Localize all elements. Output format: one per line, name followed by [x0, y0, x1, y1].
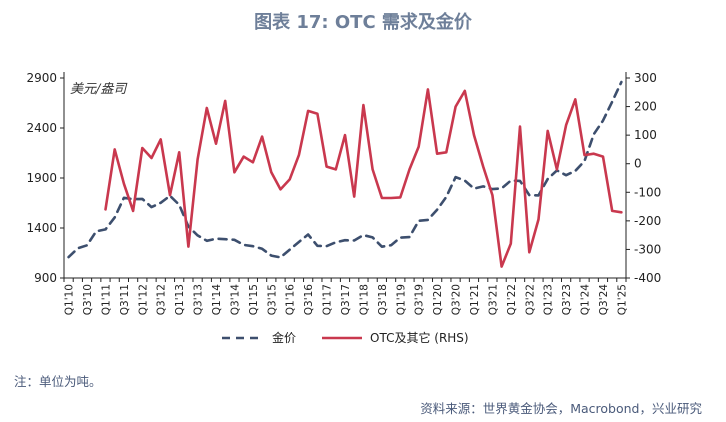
x-tick-label: Q3'14: [229, 284, 241, 316]
x-tick-label: Q3'12: [156, 284, 168, 315]
x-tick-label: Q3'22: [524, 284, 536, 315]
x-tick-label: Q1'14: [211, 284, 223, 316]
gold-price-line: [67, 80, 623, 259]
x-tick-label: Q1'22: [506, 284, 518, 315]
x-tick-label: Q3'20: [451, 284, 463, 315]
footnote: 注：单位为吨。: [14, 374, 102, 389]
x-tick-label: Q1'18: [358, 284, 370, 315]
x-tick-label: Q1'19: [395, 284, 407, 315]
x-tick-label: Q3'15: [266, 284, 278, 315]
x-tick-label: Q3'13: [193, 284, 205, 315]
x-tick-label: Q1'13: [174, 284, 186, 315]
legend-gold-label: 金价: [272, 330, 296, 345]
y-left-tick-label: 900: [34, 271, 57, 285]
y-right-tick-label: -100: [634, 185, 661, 199]
x-tick-label: Q3'23: [561, 284, 573, 315]
left-axis-ticks: 900 1400 1900 2400 2900: [26, 71, 64, 285]
y-right-tick-label: 0: [634, 157, 642, 171]
otc-line: [104, 88, 623, 268]
x-tick-label: Q1'24: [580, 284, 592, 316]
x-tick-label: Q1'17: [322, 284, 334, 315]
x-tick-label: Q1'21: [469, 284, 481, 315]
y-right-tick-label: 100: [634, 128, 657, 142]
y-right-tick-label: 200: [634, 100, 657, 114]
chart-axes: [63, 72, 627, 279]
y-left-tick-label: 1900: [26, 171, 57, 185]
y-right-tick-label: -200: [634, 214, 661, 228]
x-tick-label: Q3'19: [414, 284, 426, 315]
x-tick-label: Q3'11: [119, 284, 131, 315]
legend-otc-label: OTC及其它 (RHS): [370, 330, 469, 345]
x-tick-label: Q3'18: [377, 284, 389, 315]
x-tick-label: Q1'23: [543, 284, 555, 315]
x-axis-ticks: Q1'10 Q3'10 Q1'11 Q3'11 Q1'12 Q3'12 Q1'13 Q3'13…: [63, 278, 628, 316]
x-tick-label: Q1'16: [285, 284, 297, 316]
x-tick-label: Q3'10: [82, 284, 94, 315]
y-left-unit-label: 美元/盎司: [70, 82, 128, 97]
x-tick-label: Q3'24: [598, 284, 610, 316]
right-axis-ticks: -400 -300 -200 -100 0 100 200 300: [626, 71, 661, 285]
y-left-tick-label: 1400: [26, 221, 57, 235]
chart-title: 图表 17: OTC 需求及金价: [254, 12, 472, 33]
y-right-tick-label: 300: [634, 71, 657, 85]
x-tick-label: Q3'16: [303, 284, 315, 316]
y-left-tick-label: 2400: [26, 121, 57, 135]
series-lines: [67, 80, 623, 268]
y-right-tick-label: -400: [634, 271, 661, 285]
x-tick-label: Q1'25: [616, 284, 628, 315]
x-tick-label: Q1'10: [64, 284, 76, 315]
x-tick-label: Q1'20: [432, 284, 444, 315]
x-tick-label: Q1'15: [248, 284, 260, 315]
x-tick-label: Q1'11: [100, 284, 112, 315]
y-right-tick-label: -300: [634, 242, 661, 256]
x-tick-label: Q1'12: [137, 284, 149, 315]
x-tick-label: Q3'21: [487, 284, 499, 315]
source-line: 资料来源：世界黄金协会，Macrobond，兴业研究: [420, 401, 702, 416]
legend: 金价 OTC及其它 (RHS): [222, 330, 469, 345]
y-left-tick-label: 2900: [26, 71, 57, 85]
x-tick-label: Q3'17: [340, 284, 352, 315]
